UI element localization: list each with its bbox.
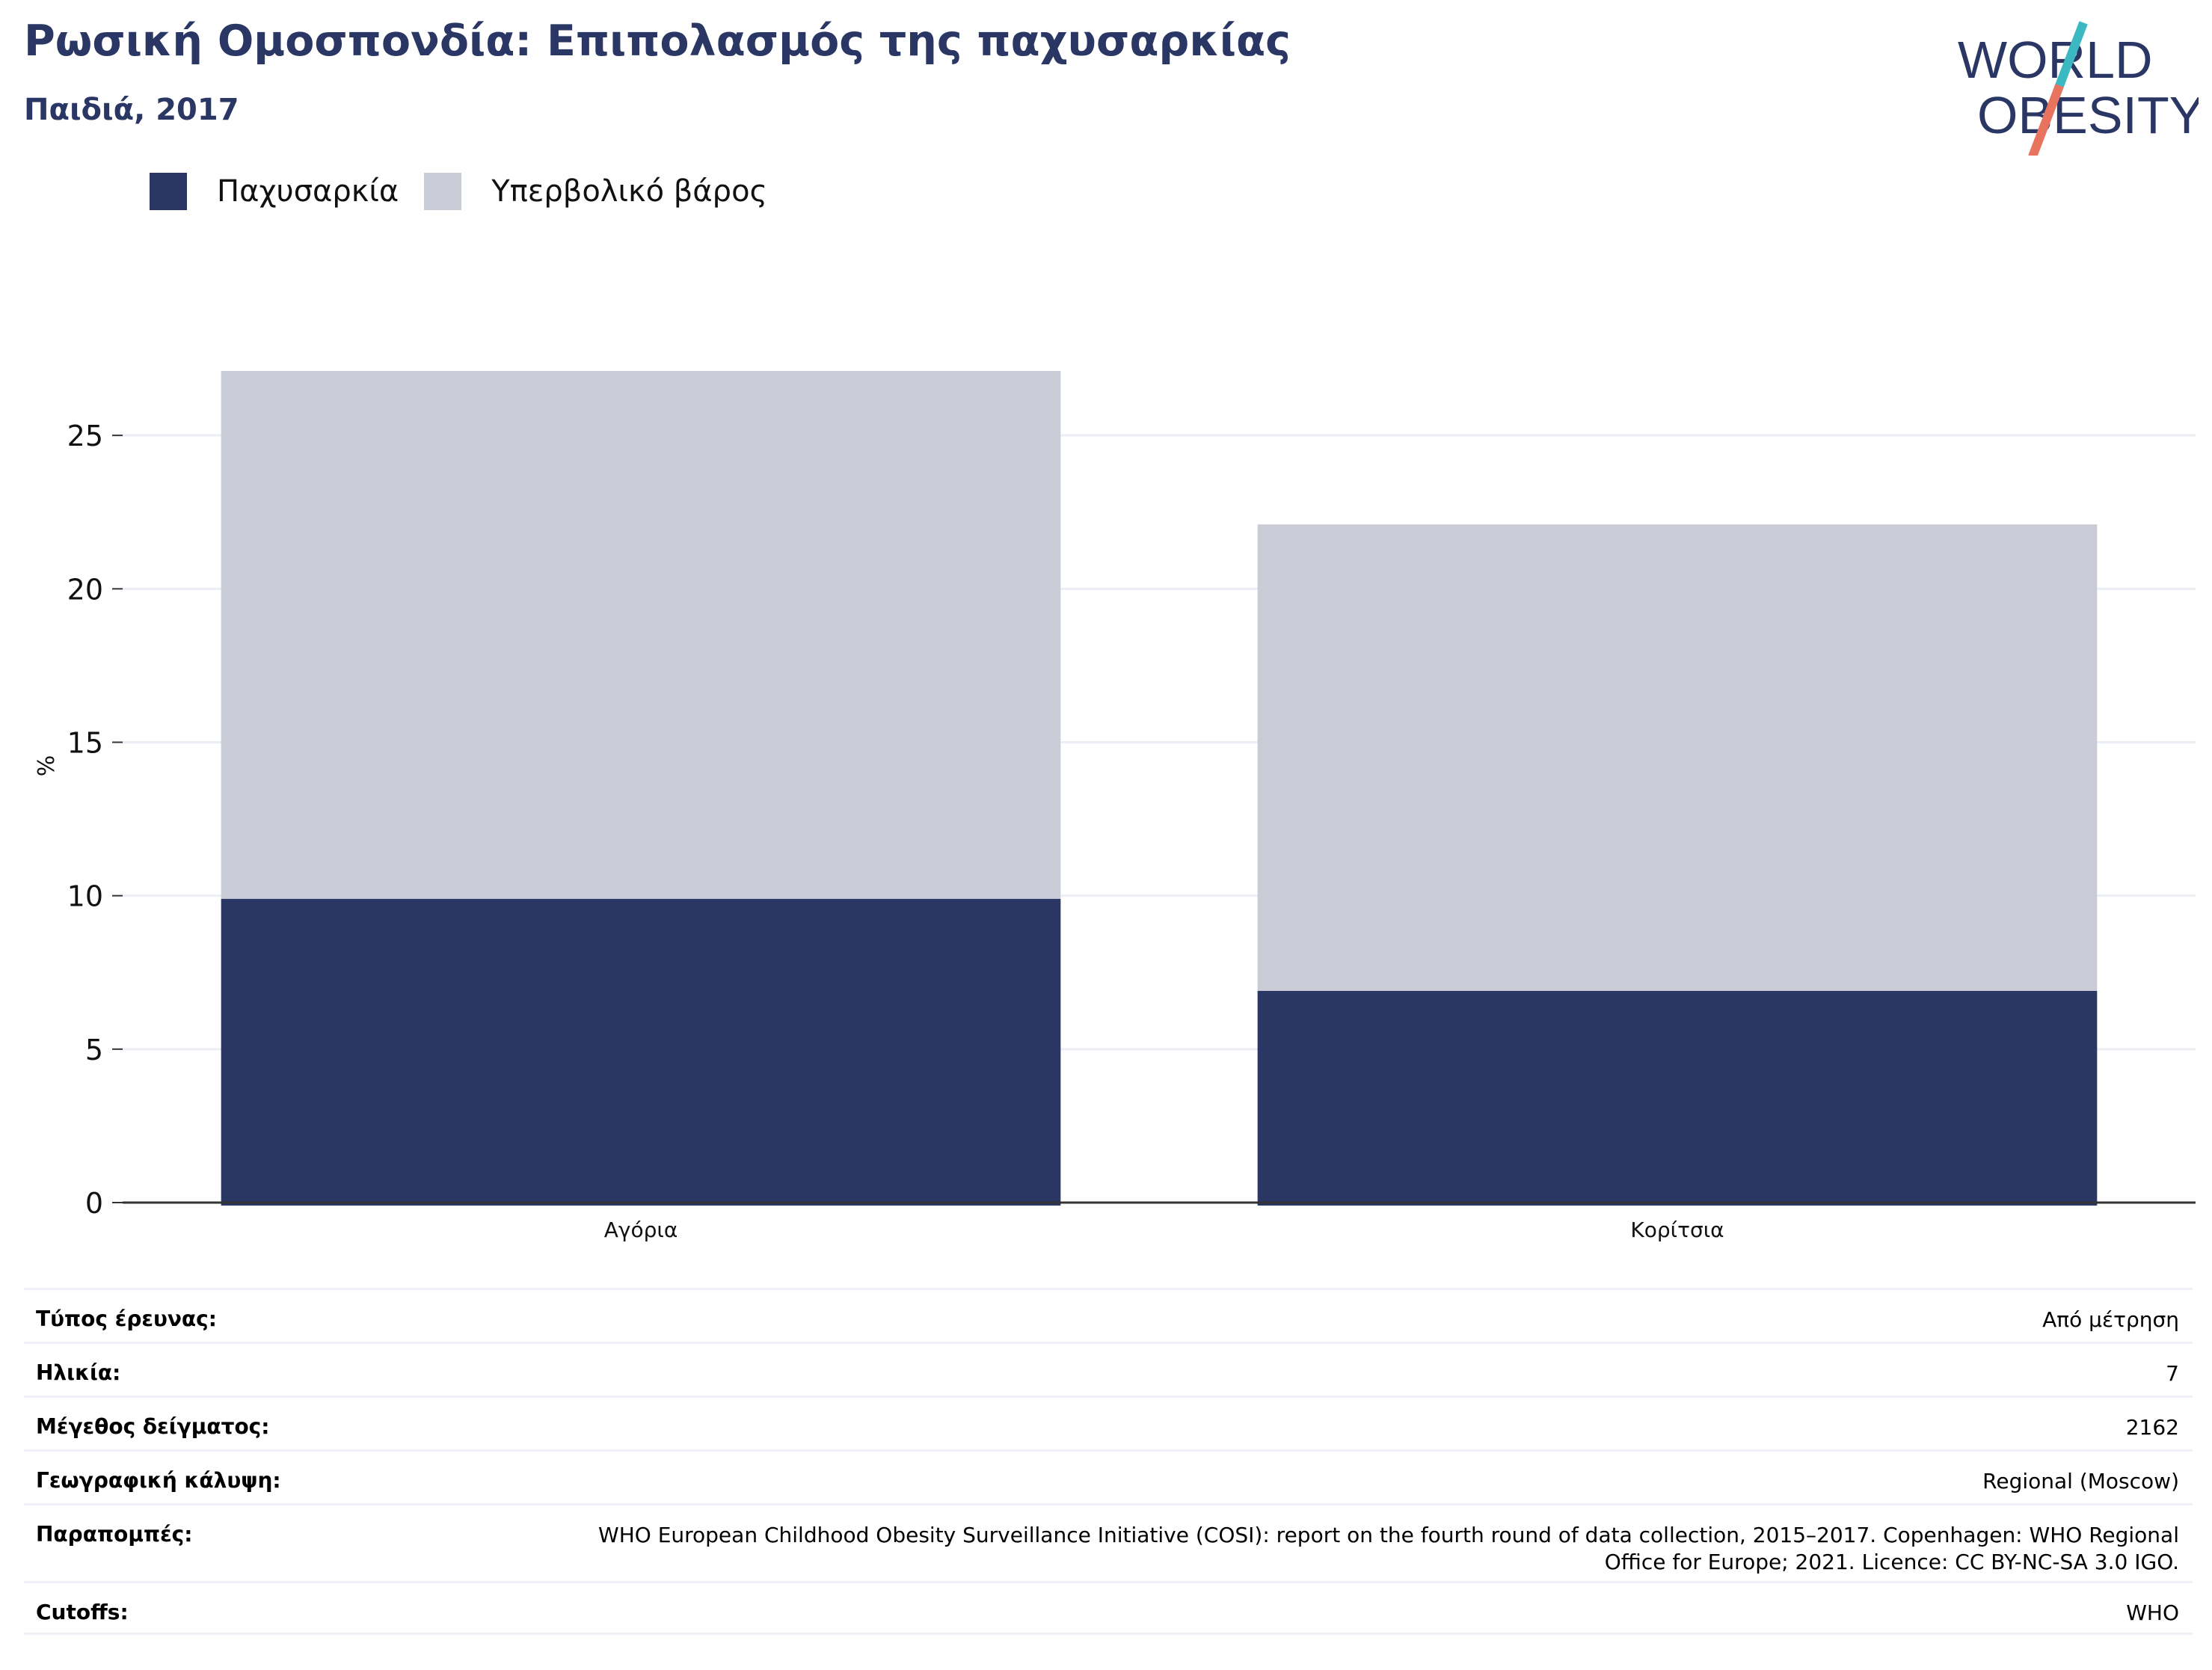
legend-label-overweight: Υπερβολικό βάρος	[491, 174, 768, 209]
y-tick-label: 0	[85, 1187, 103, 1220]
logo-text-line2: OBESITY	[1977, 86, 2199, 144]
logo-text-line1: WORLD	[1958, 31, 2153, 89]
legend-label-obesity: Παχυσαρκία	[217, 174, 399, 209]
meta-key: Cutoffs:	[36, 1600, 129, 1624]
y-tick-label: 5	[85, 1034, 103, 1066]
y-tick-label: 25	[67, 420, 103, 452]
meta-key: Γεωγραφική κάλυψη:	[36, 1468, 281, 1493]
meta-key: Παραπομπές:	[36, 1522, 193, 1547]
bar-segment-obesity	[1257, 990, 2098, 1206]
meta-value: 2162	[2125, 1415, 2179, 1440]
meta-row-cutoffs: Cutoffs: WHO	[24, 1581, 2193, 1635]
legend-swatch-obesity	[150, 173, 187, 210]
legend-item-overweight: Υπερβολικό βάρος	[424, 173, 767, 210]
meta-key: Τύπος έρευνας:	[36, 1307, 217, 1331]
bar-segment-overweight	[221, 371, 1061, 899]
meta-value: Από μέτρηση	[2042, 1307, 2179, 1332]
chart-legend: Παχυσαρκία Υπερβολικό βάρος	[150, 171, 793, 212]
meta-row-references: Παραπομπές: WHO European Childhood Obesi…	[24, 1503, 2193, 1581]
legend-swatch-overweight	[424, 173, 462, 210]
meta-row-age: Ηλικία: 7	[24, 1342, 2193, 1396]
x-category-label: Αγόρια	[604, 1218, 678, 1242]
y-axis-label: %	[34, 755, 60, 777]
meta-value: 7	[2166, 1361, 2179, 1386]
meta-value: Regional (Moscow)	[1982, 1469, 2179, 1494]
meta-row-survey-type: Τύπος έρευνας: Από μέτρηση	[24, 1288, 2193, 1342]
logo-slash-top	[2052, 21, 2088, 96]
meta-key: Μέγεθος δείγματος:	[36, 1414, 270, 1439]
page-subtitle: Παιδιά, 2017	[24, 93, 239, 127]
meta-row-sample-size: Μέγεθος δείγματος: 2162	[24, 1396, 2193, 1449]
page-title: Ρωσική Ομοσπονδία: Επιπολασμός της παχυσ…	[24, 16, 1291, 66]
bar-segment-overweight	[1257, 524, 2098, 991]
y-tick-label: 15	[67, 727, 103, 760]
meta-value: WHO European Childhood Obesity Surveilla…	[598, 1523, 2179, 1574]
bar-segment-obesity	[221, 898, 1061, 1206]
y-tick-label: 10	[67, 880, 103, 913]
meta-value: WHO	[2126, 1600, 2179, 1625]
x-category-label: Κορίτσια	[1630, 1218, 1724, 1242]
meta-key: Ηλικία:	[36, 1360, 121, 1385]
legend-item-obesity: Παχυσαρκία	[150, 173, 399, 210]
world-obesity-logo: WORLD OBESITY	[1958, 21, 2199, 156]
y-tick-label: 20	[67, 573, 103, 606]
survey-metadata-table: Τύπος έρευνας: Από μέτρηση Ηλικία: 7 Μέγ…	[24, 1288, 2193, 1635]
logo-slash-bottom	[2028, 84, 2064, 156]
meta-row-coverage: Γεωγραφική κάλυψη: Regional (Moscow)	[24, 1449, 2193, 1503]
stacked-bar-chart: 0 5 10 15 20 25% Αγόρια Κορίτσια	[34, 371, 2196, 1242]
